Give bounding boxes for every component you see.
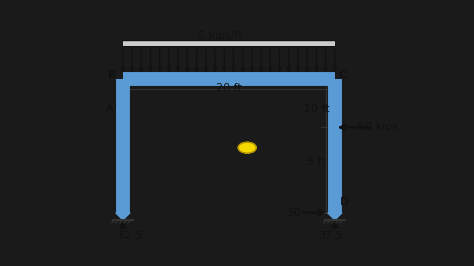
Circle shape bbox=[238, 142, 256, 153]
Text: 62.5: 62.5 bbox=[118, 231, 144, 241]
Text: 37.5: 37.5 bbox=[319, 231, 343, 241]
Text: C: C bbox=[338, 70, 346, 81]
Text: D: D bbox=[339, 197, 348, 206]
Text: 50 kips: 50 kips bbox=[358, 122, 398, 132]
Text: 50: 50 bbox=[287, 207, 301, 218]
Text: 5 kips/ft: 5 kips/ft bbox=[198, 31, 243, 41]
Bar bbox=[123, 40, 335, 46]
Text: B: B bbox=[109, 70, 117, 81]
Text: 20 ft: 20 ft bbox=[216, 83, 242, 93]
Text: A: A bbox=[106, 103, 114, 114]
Polygon shape bbox=[116, 213, 130, 220]
Circle shape bbox=[117, 209, 128, 216]
Text: 10 ft: 10 ft bbox=[304, 103, 329, 114]
Text: 5 ft: 5 ft bbox=[307, 157, 326, 167]
Circle shape bbox=[329, 209, 340, 216]
Polygon shape bbox=[328, 213, 342, 220]
